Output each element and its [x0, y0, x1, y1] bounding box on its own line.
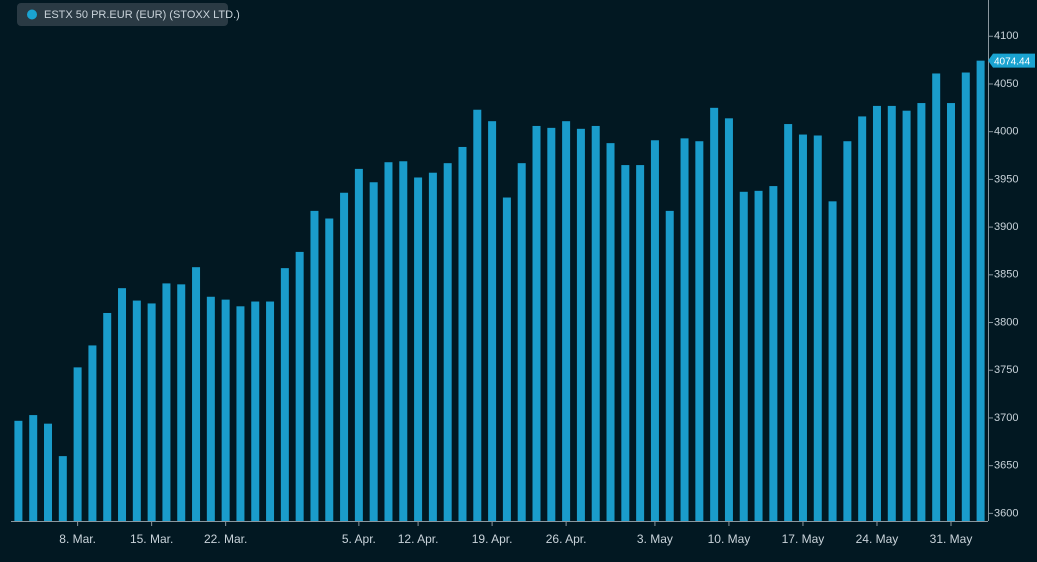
bar	[872, 105, 881, 522]
legend-box[interactable]	[17, 3, 228, 26]
y-tick-label: 3950	[994, 173, 1018, 185]
x-tick-label: 22. Mar.	[204, 532, 247, 546]
bar	[118, 288, 127, 521]
bar	[58, 456, 67, 521]
bar	[340, 192, 349, 521]
bar	[295, 251, 304, 521]
y-tick-label: 3750	[994, 364, 1018, 376]
bar	[976, 60, 985, 521]
bar	[828, 201, 837, 522]
bar	[428, 172, 437, 521]
last-value-badge	[988, 53, 1035, 68]
bar	[680, 138, 689, 521]
bar	[932, 73, 941, 521]
bar	[266, 301, 275, 521]
bar	[887, 105, 896, 522]
bar	[354, 168, 363, 521]
bar	[724, 118, 733, 522]
x-tick-label: 19. Apr.	[472, 532, 513, 546]
bar	[325, 218, 334, 521]
x-tick-label: 8. Mar.	[59, 532, 96, 546]
x-tick-label: 24. May	[856, 532, 899, 546]
x-tick-label: 26. Apr.	[546, 532, 587, 546]
last-value-label: 4074.44	[994, 56, 1031, 67]
bar	[88, 345, 97, 521]
bar	[206, 296, 215, 521]
bar	[443, 163, 452, 521]
bar	[192, 267, 201, 521]
bar	[488, 121, 497, 521]
bar	[162, 283, 171, 521]
bar	[946, 103, 955, 522]
bar	[73, 367, 82, 521]
bar	[44, 423, 53, 521]
y-tick-label: 3600	[994, 507, 1018, 519]
bar	[754, 190, 763, 522]
legend-label: ESTX 50 PR.EUR (EUR) (STOXX LTD.)	[44, 9, 240, 21]
y-tick-label: 3900	[994, 221, 1018, 233]
bar	[399, 161, 408, 521]
bar	[29, 415, 38, 521]
y-tick-label: 3800	[994, 316, 1018, 328]
x-tick-label: 10. May	[708, 532, 751, 546]
bar	[414, 177, 423, 521]
bar	[132, 300, 141, 521]
bar	[843, 141, 852, 521]
bar	[576, 128, 585, 522]
y-tick-label: 4000	[994, 126, 1018, 138]
bar	[221, 299, 230, 521]
bar	[621, 165, 630, 522]
legend[interactable]: ESTX 50 PR.EUR (EUR) (STOXX LTD.)	[17, 3, 240, 26]
y-tick-label: 3650	[994, 460, 1018, 472]
bar	[280, 268, 289, 521]
bar	[710, 107, 719, 522]
bar	[14, 420, 23, 521]
bar	[147, 303, 156, 521]
bar	[310, 210, 319, 521]
bar	[473, 109, 482, 521]
bar	[858, 116, 867, 522]
bar	[532, 125, 541, 521]
bar	[236, 306, 245, 521]
legend-marker	[27, 9, 37, 20]
x-tick-label: 5. Apr.	[342, 532, 376, 546]
y-tick-label: 4100	[994, 30, 1018, 42]
y-tick-label: 3850	[994, 269, 1018, 281]
bar	[665, 210, 674, 521]
bar	[591, 125, 600, 521]
bar	[813, 135, 822, 521]
bar	[517, 163, 526, 521]
bar	[961, 72, 970, 522]
bar	[384, 162, 393, 521]
bar	[769, 186, 778, 522]
bar	[636, 165, 645, 522]
y-tick-label: 4050	[994, 78, 1018, 90]
bar	[369, 182, 378, 521]
bar	[784, 124, 793, 522]
x-tick-label: 12. Apr.	[398, 532, 439, 546]
bar	[177, 284, 186, 521]
y-tick-label: 3700	[994, 412, 1018, 424]
bar	[917, 103, 926, 522]
bar	[902, 110, 911, 521]
bar	[251, 301, 260, 521]
bar	[547, 127, 556, 521]
x-tick-label: 15. Mar.	[130, 532, 173, 546]
bar	[650, 140, 659, 521]
bar	[695, 141, 704, 521]
bar	[798, 134, 807, 522]
x-tick-label: 31. May	[930, 532, 973, 546]
x-tick-label: 17. May	[782, 532, 825, 546]
bar	[606, 143, 615, 521]
x-tick-label: 3. May	[637, 532, 673, 546]
bar	[562, 121, 571, 521]
bar	[502, 197, 511, 521]
bar	[458, 146, 467, 521]
bar	[739, 191, 748, 522]
bar	[103, 312, 112, 521]
